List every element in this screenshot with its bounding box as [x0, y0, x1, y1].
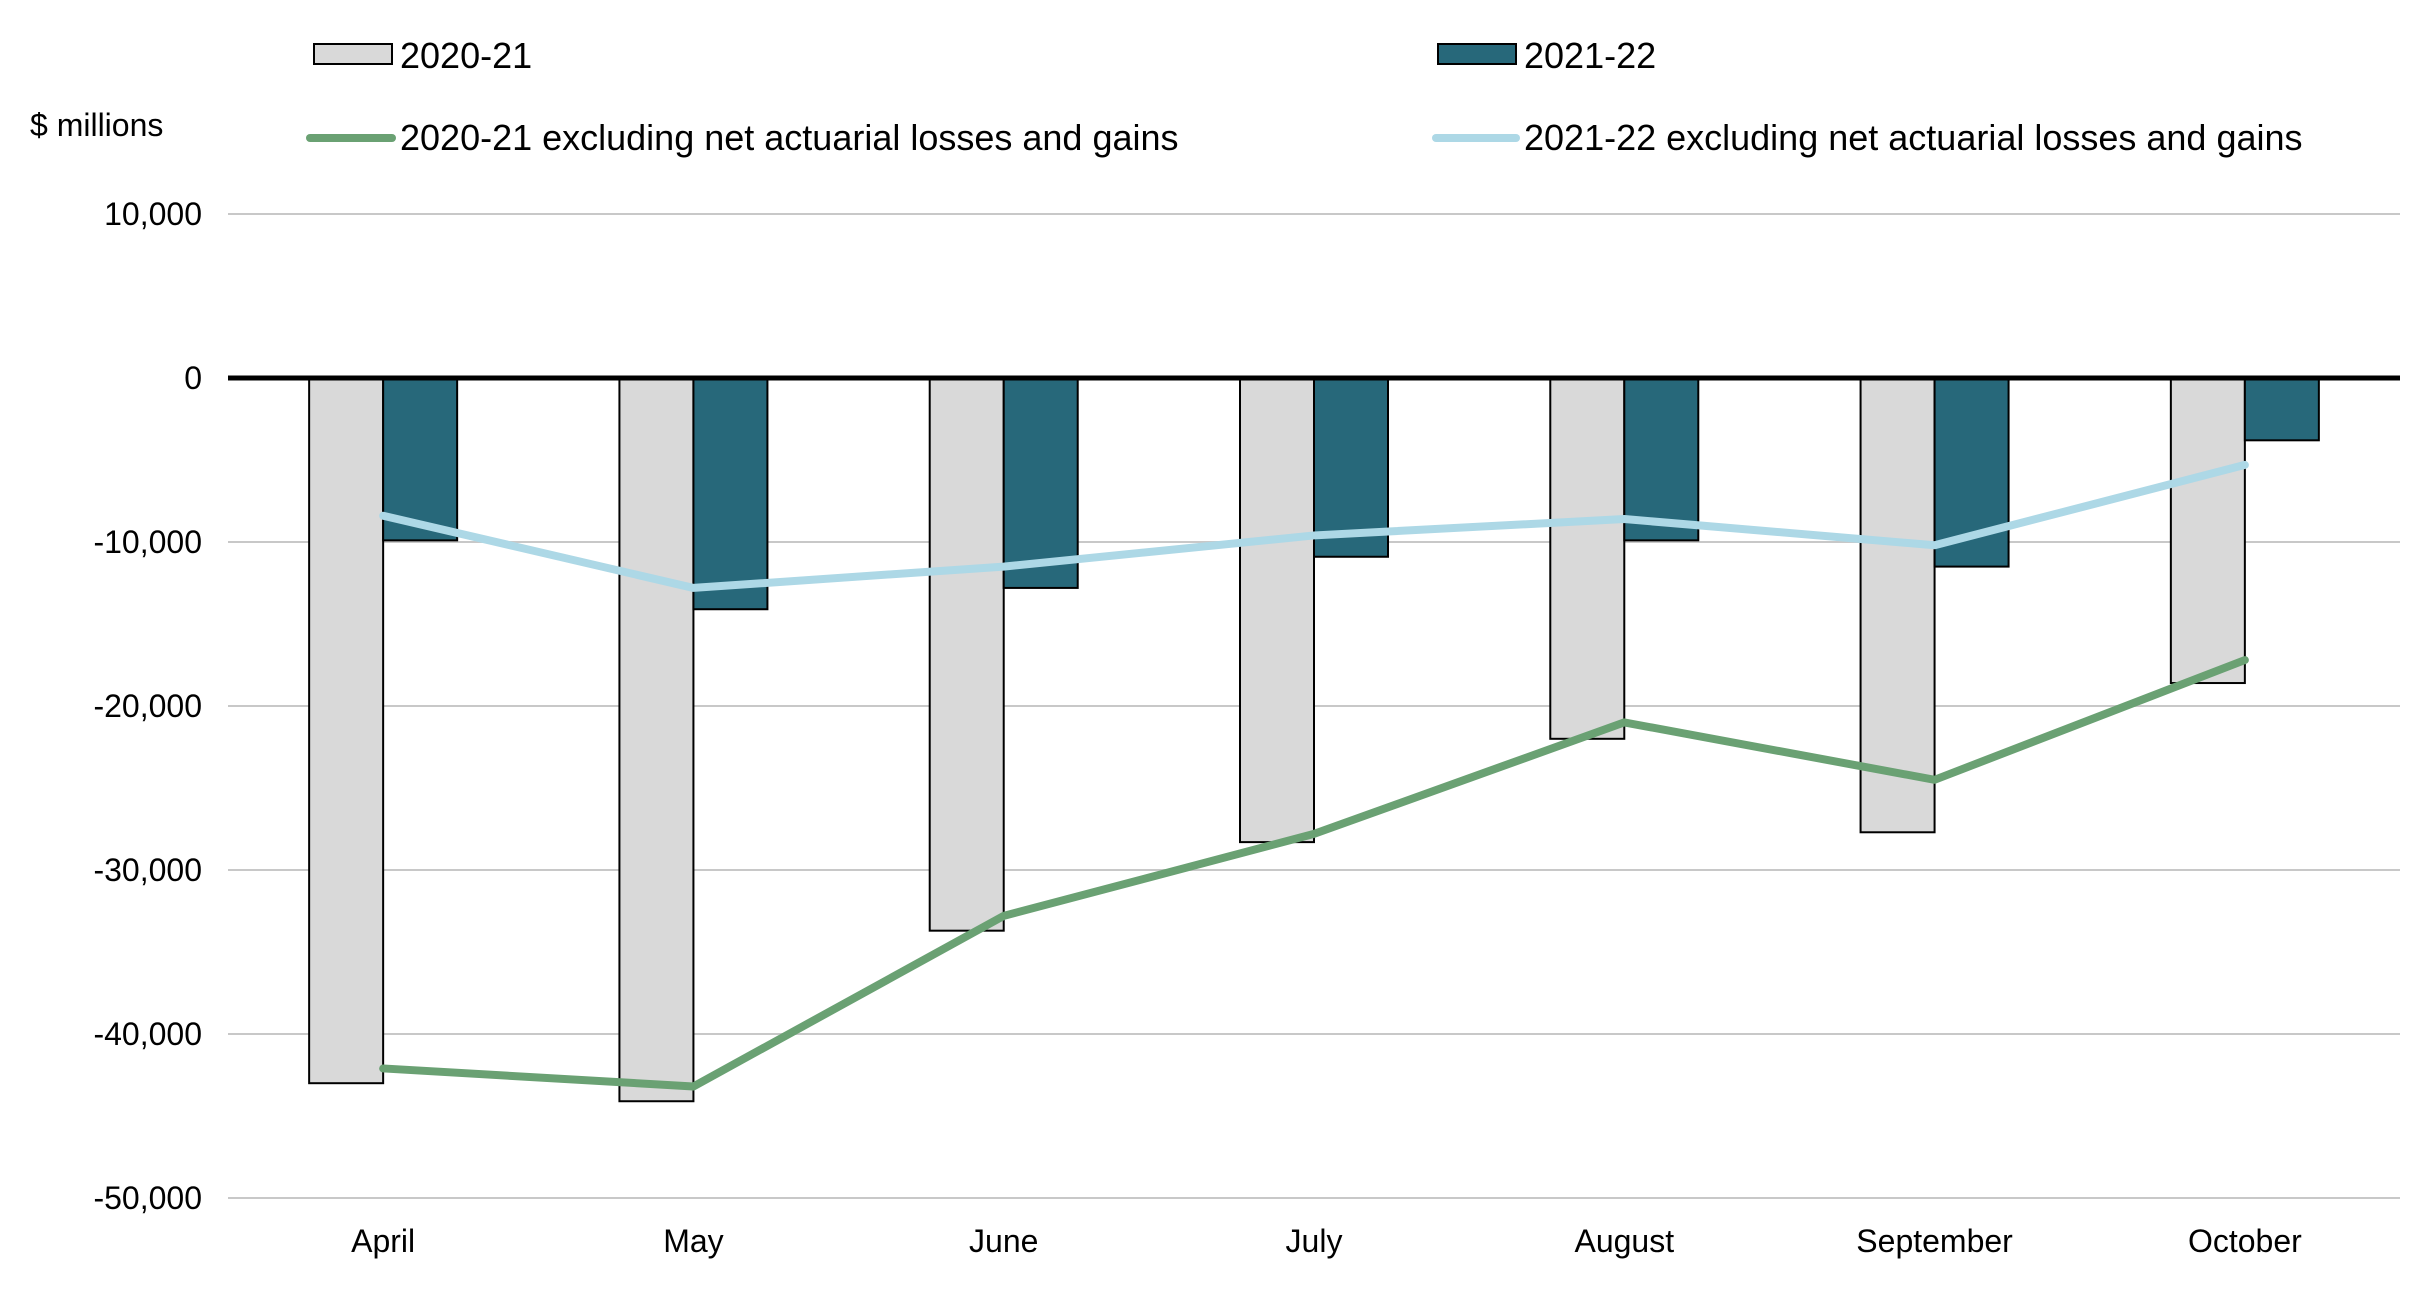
- bar-2020-21-april: [308, 377, 385, 1085]
- y-tick-label: -50,000: [93, 1180, 202, 1216]
- x-tick-label: October: [2188, 1223, 2302, 1259]
- bar-2020-21-june: [928, 377, 1005, 932]
- y-tick-label: -40,000: [93, 1016, 202, 1052]
- bar-2020-21-july: [1239, 377, 1315, 844]
- legend-label-2021-22: 2021-22: [1524, 35, 1656, 76]
- legend: 2020-21 2021-22 2020-21 excluding net ac…: [306, 35, 2303, 158]
- y-tick-label: -10,000: [93, 524, 202, 560]
- legend-label-2020-21: 2020-21: [400, 35, 532, 76]
- bars: [308, 377, 2320, 1103]
- bar-2021-22-october: [2243, 377, 2320, 442]
- x-tick-label: August: [1574, 1223, 1674, 1259]
- bar-2020-21-august: [1549, 377, 1626, 740]
- line-series-2: [379, 460, 2249, 592]
- x-tick-label: April: [351, 1223, 415, 1259]
- x-tick-label: September: [1856, 1223, 2013, 1259]
- y-tick-label: -20,000: [93, 688, 202, 724]
- x-tick-label: May: [663, 1223, 723, 1259]
- y-tick-label: -30,000: [93, 852, 202, 888]
- legend-swatch-2021-22: [1437, 43, 1517, 65]
- x-tick-labels: April May June July August September October: [351, 1223, 2302, 1259]
- legend-swatch-2020-21: [313, 43, 393, 65]
- x-tick-label: June: [969, 1223, 1038, 1259]
- y-tick-label: 10,000: [104, 196, 202, 232]
- y-axis-label: $ millions: [30, 107, 163, 143]
- bar-2021-22-july: [1313, 377, 1389, 558]
- bar-2020-21-may: [618, 377, 695, 1103]
- bar-2020-21-october: [2169, 377, 2246, 685]
- y-tick-labels: 10,000 0 -10,000 -20,000 -30,000 -40,000 -50,0…: [93, 196, 202, 1216]
- legend-label-2021-22-excl: 2021-22 excluding net actuarial losses a…: [1524, 117, 2303, 158]
- x-tick-label: July: [1286, 1223, 1343, 1259]
- bar-2020-21-september: [1859, 377, 1936, 834]
- bar-2021-22-june: [1002, 377, 1079, 589]
- legend-label-2020-21-excl: 2020-21 excluding net actuarial losses a…: [400, 117, 1179, 158]
- bar-2021-22-april: [382, 377, 459, 542]
- y-tick-label: 0: [184, 360, 202, 396]
- bar-2021-22-may: [692, 377, 769, 611]
- series-lines: [379, 460, 2249, 1091]
- line-series-1: [379, 656, 2249, 1091]
